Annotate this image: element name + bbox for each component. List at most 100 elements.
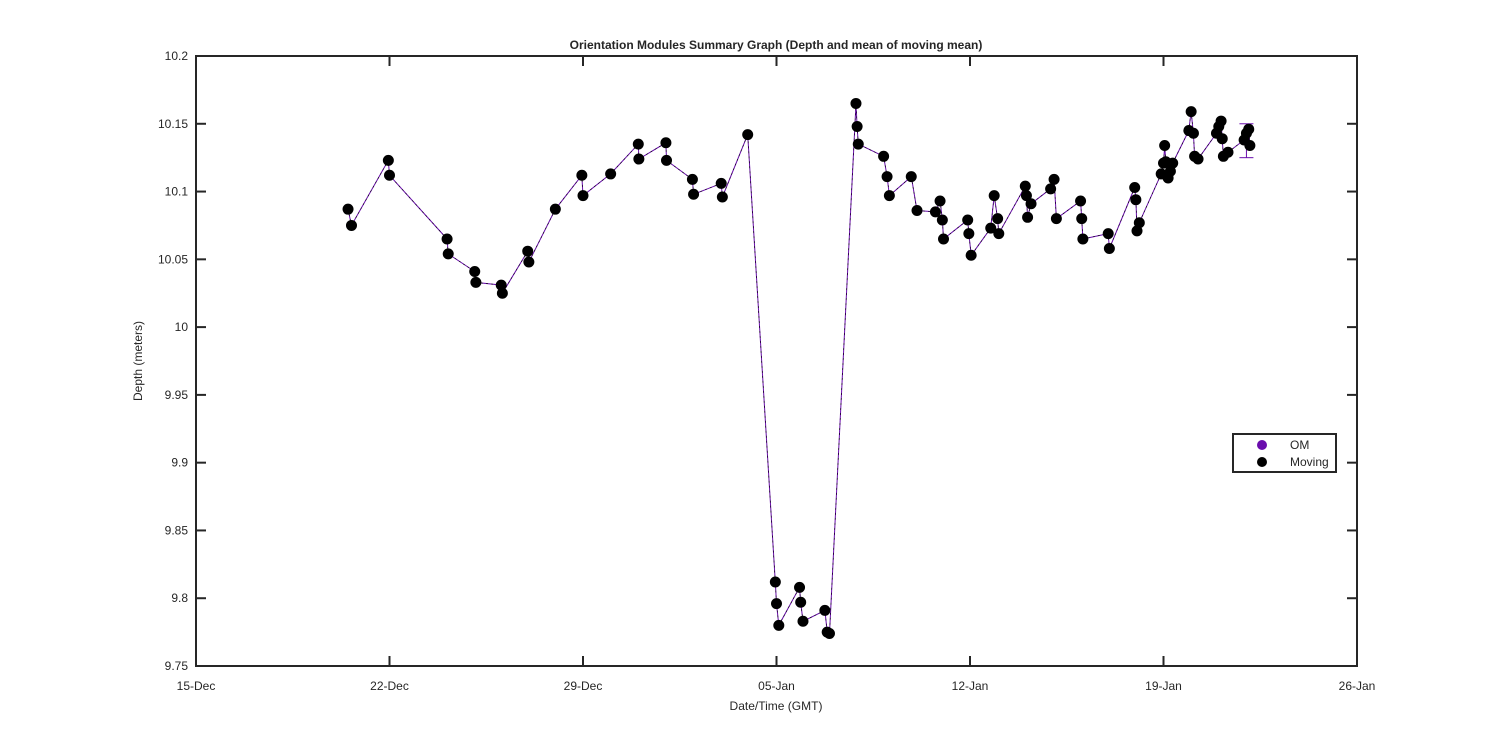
moving-point xyxy=(934,195,946,207)
moving-point xyxy=(1025,198,1037,210)
moving-point xyxy=(1102,228,1114,240)
x-axis-label: Date/Time (GMT) xyxy=(730,699,823,713)
moving-point xyxy=(819,604,831,616)
moving-point xyxy=(938,233,950,245)
moving-point xyxy=(993,228,1005,240)
data-layer xyxy=(342,97,1256,639)
moving-point xyxy=(549,203,561,215)
moving-point xyxy=(881,171,893,183)
moving-point xyxy=(1050,213,1062,225)
x-tick-label: 29-Dec xyxy=(564,679,603,693)
axis-ticks: 15-Dec 22-Dec 29-Dec 05-Jan 12-Jan 19-Jan 26-J… xyxy=(158,49,1375,693)
moving-point xyxy=(1133,217,1145,229)
moving-point xyxy=(905,171,917,183)
moving-point xyxy=(442,248,454,260)
moving-point xyxy=(1192,153,1204,165)
moving-point xyxy=(1077,233,1089,245)
moving-point xyxy=(929,206,941,218)
moving-point xyxy=(962,214,974,226)
x-tick-label: 22-Dec xyxy=(370,679,409,693)
moving-point xyxy=(715,177,727,189)
y-tick-label: 10.1 xyxy=(165,185,189,199)
legend-moving-marker xyxy=(1257,457,1267,467)
moving-point xyxy=(883,190,895,202)
series-moving-line xyxy=(347,103,1251,635)
moving-point xyxy=(1222,146,1234,158)
moving-point xyxy=(936,214,948,226)
moving-point xyxy=(1020,190,1032,202)
y-tick-label: 10.15 xyxy=(158,117,188,131)
moving-point xyxy=(850,97,862,109)
moving-point xyxy=(661,154,673,166)
moving-point xyxy=(1244,139,1256,151)
legend: OM Moving xyxy=(1232,433,1337,473)
moving-point xyxy=(1075,195,1087,207)
moving-point xyxy=(769,576,781,588)
x-tick-label: 19-Jan xyxy=(1145,679,1182,693)
moving-point xyxy=(911,205,923,217)
moving-point xyxy=(742,129,754,141)
moving-point xyxy=(1076,213,1088,225)
moving-point xyxy=(660,137,672,149)
moving-point xyxy=(795,596,807,608)
y-tick-label: 9.9 xyxy=(171,456,188,470)
moving-point xyxy=(605,168,617,180)
moving-point xyxy=(523,256,535,268)
moving-point xyxy=(522,245,534,257)
moving-point xyxy=(985,222,997,234)
moving-point xyxy=(1185,106,1197,118)
moving-point xyxy=(342,203,354,215)
legend-om-label: OM xyxy=(1290,438,1309,452)
y-tick-label: 9.75 xyxy=(165,659,189,673)
moving-point xyxy=(965,249,977,261)
x-tick-label: 05-Jan xyxy=(758,679,795,693)
moving-point xyxy=(1045,183,1057,195)
y-tick-label: 9.85 xyxy=(165,523,189,537)
moving-point xyxy=(1130,194,1142,206)
moving-point xyxy=(851,120,863,132)
moving-point xyxy=(794,581,806,593)
moving-point xyxy=(1022,211,1034,223)
x-tick-label: 15-Dec xyxy=(177,679,216,693)
moving-point xyxy=(771,598,782,610)
moving-point xyxy=(470,276,482,288)
moving-point xyxy=(1048,173,1060,185)
moving-point xyxy=(823,627,835,639)
moving-point xyxy=(1187,127,1199,139)
y-tick-label: 10.05 xyxy=(158,252,188,266)
moving-point xyxy=(632,138,644,150)
y-tick-label: 10.2 xyxy=(165,49,189,63)
y-tick-label: 9.95 xyxy=(165,388,189,402)
moving-point xyxy=(1167,157,1179,169)
moving-point xyxy=(469,266,481,278)
moving-point xyxy=(992,213,1004,225)
chart-title: Orientation Modules Summary Graph (Depth… xyxy=(570,38,983,52)
y-axis-label: Depth (meters) xyxy=(131,321,145,401)
moving-point xyxy=(1216,133,1228,145)
plot-frame xyxy=(195,55,1358,667)
moving-point xyxy=(773,619,785,631)
y-tick-label: 9.8 xyxy=(171,591,188,605)
moving-point xyxy=(1243,123,1255,135)
moving-point xyxy=(686,173,698,185)
moving-point xyxy=(688,188,700,200)
moving-point xyxy=(577,190,589,202)
moving-point xyxy=(1129,181,1141,193)
moving-point xyxy=(1215,115,1227,127)
moving-point xyxy=(345,219,357,231)
legend-om-marker xyxy=(1257,440,1267,450)
x-tick-label: 12-Jan xyxy=(952,679,989,693)
moving-point xyxy=(797,615,809,627)
legend-moving-label: Moving xyxy=(1290,455,1329,469)
moving-point xyxy=(716,191,728,203)
moving-point xyxy=(633,153,645,165)
moving-point xyxy=(576,169,588,181)
moving-point xyxy=(1019,180,1031,192)
series-om-line xyxy=(347,103,1251,635)
moving-point xyxy=(852,138,864,150)
moving-point xyxy=(441,233,453,245)
y-tick-label: 10 xyxy=(175,320,189,334)
moving-point xyxy=(878,150,890,162)
